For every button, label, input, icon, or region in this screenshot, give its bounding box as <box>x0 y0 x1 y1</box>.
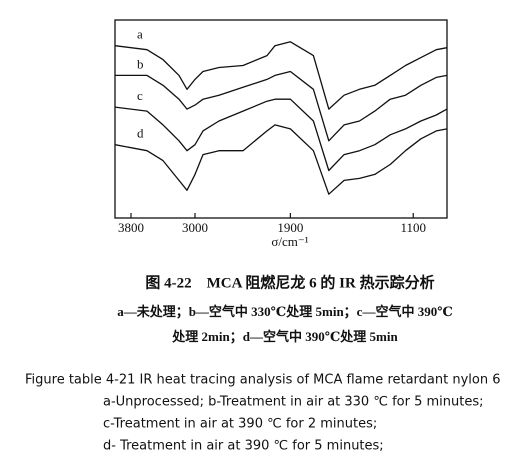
spectrum-line <box>114 41 448 110</box>
caption-line: a—未处理；b—空气中 330℃处理 5min；c—空气中 390℃ <box>117 304 453 320</box>
caption-title: 图 4-22 MCA 阻燃尼龙 6 的 IR 热示踪分析 <box>145 273 434 291</box>
x-tick-label: 1900 <box>277 220 303 235</box>
spectrum-line <box>115 70 448 142</box>
x-axis-label: σ/cm⁻¹ <box>271 234 308 249</box>
caption-line: 处理 2min；d—空气中 390℃处理 5min <box>171 329 398 345</box>
series-label: a <box>137 27 143 42</box>
x-tick-label: 3000 <box>182 220 208 235</box>
series-label: d <box>137 126 144 141</box>
series-label: b <box>137 56 144 71</box>
spectrum-line <box>114 98 448 172</box>
x-tick-label: 3800 <box>118 220 144 235</box>
translation-title: Figure table 4-21 IR heat tracing analys… <box>25 373 501 388</box>
spectrum-line <box>114 124 448 195</box>
translation-line: a-Unprocessed; b-Treatment in air at 330… <box>103 395 484 410</box>
plot-frame <box>114 19 448 219</box>
translation-line: d- Treatment in air at 390 ℃ for 5 minut… <box>103 439 384 454</box>
x-tick-label: 1100 <box>400 220 426 235</box>
series-label: c <box>137 88 143 103</box>
translation-line: c-Treatment in air at 390 ℃ for 2 minute… <box>103 417 377 432</box>
